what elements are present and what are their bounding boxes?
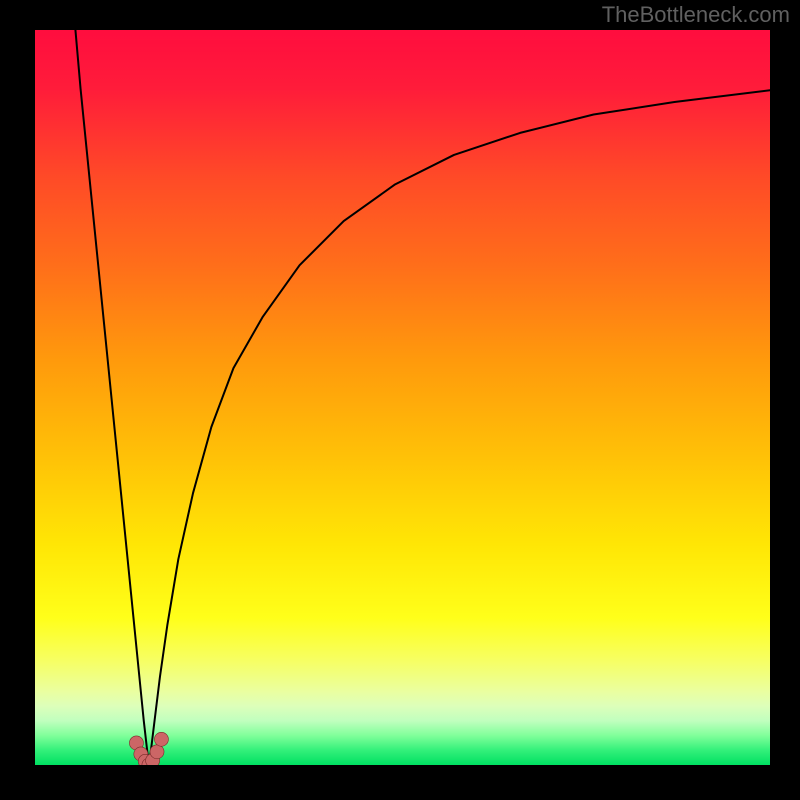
watermark-text: TheBottleneck.com — [602, 2, 790, 28]
marker-point — [154, 732, 168, 746]
chart-root: TheBottleneck.com — [0, 0, 800, 800]
bottleneck-chart — [0, 0, 800, 800]
gradient-background — [35, 30, 770, 765]
marker-point — [150, 745, 164, 759]
